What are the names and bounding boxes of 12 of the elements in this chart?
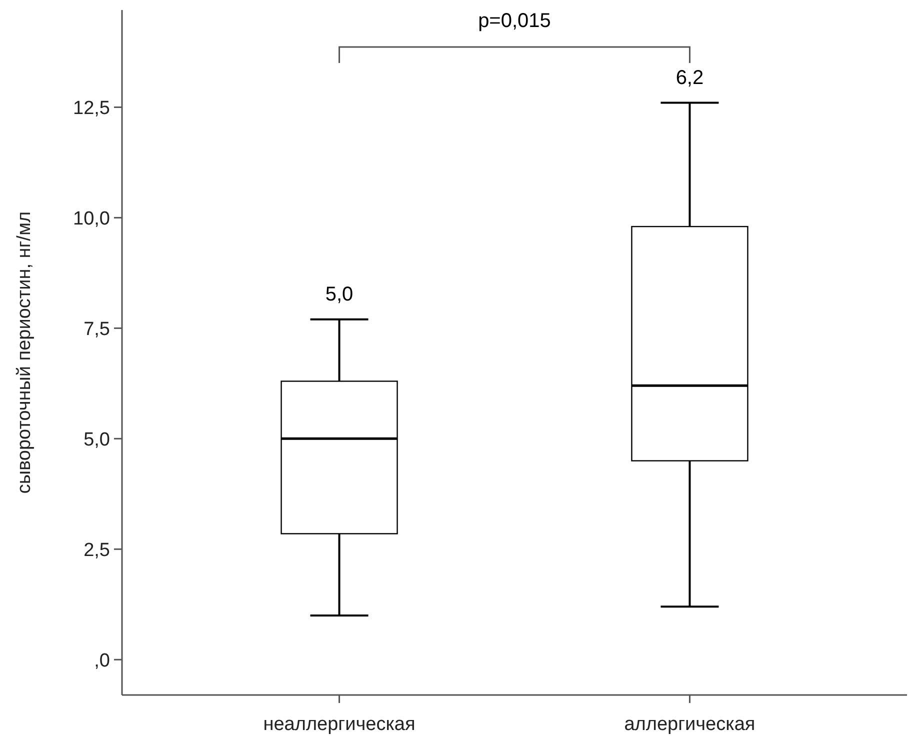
y-tick-label: 10,0 (73, 208, 110, 230)
y-axis-title: сывороточный периостин, нг/мл (14, 211, 35, 494)
y-tick-label: 7,5 (84, 318, 110, 340)
y-tick-label: 5,0 (84, 429, 110, 450)
x-tick-label: неаллергическая (263, 714, 416, 735)
annotation: 6,2 (676, 66, 704, 89)
y-tick-label: 2,5 (84, 540, 110, 561)
annotation: p=0,015 (478, 10, 551, 32)
annotation: 5,0 (325, 283, 354, 306)
y-tick-label: 12,5 (73, 98, 110, 119)
x-tick-label: аллергическая (624, 714, 756, 735)
y-tick-label: ,0 (94, 650, 110, 672)
